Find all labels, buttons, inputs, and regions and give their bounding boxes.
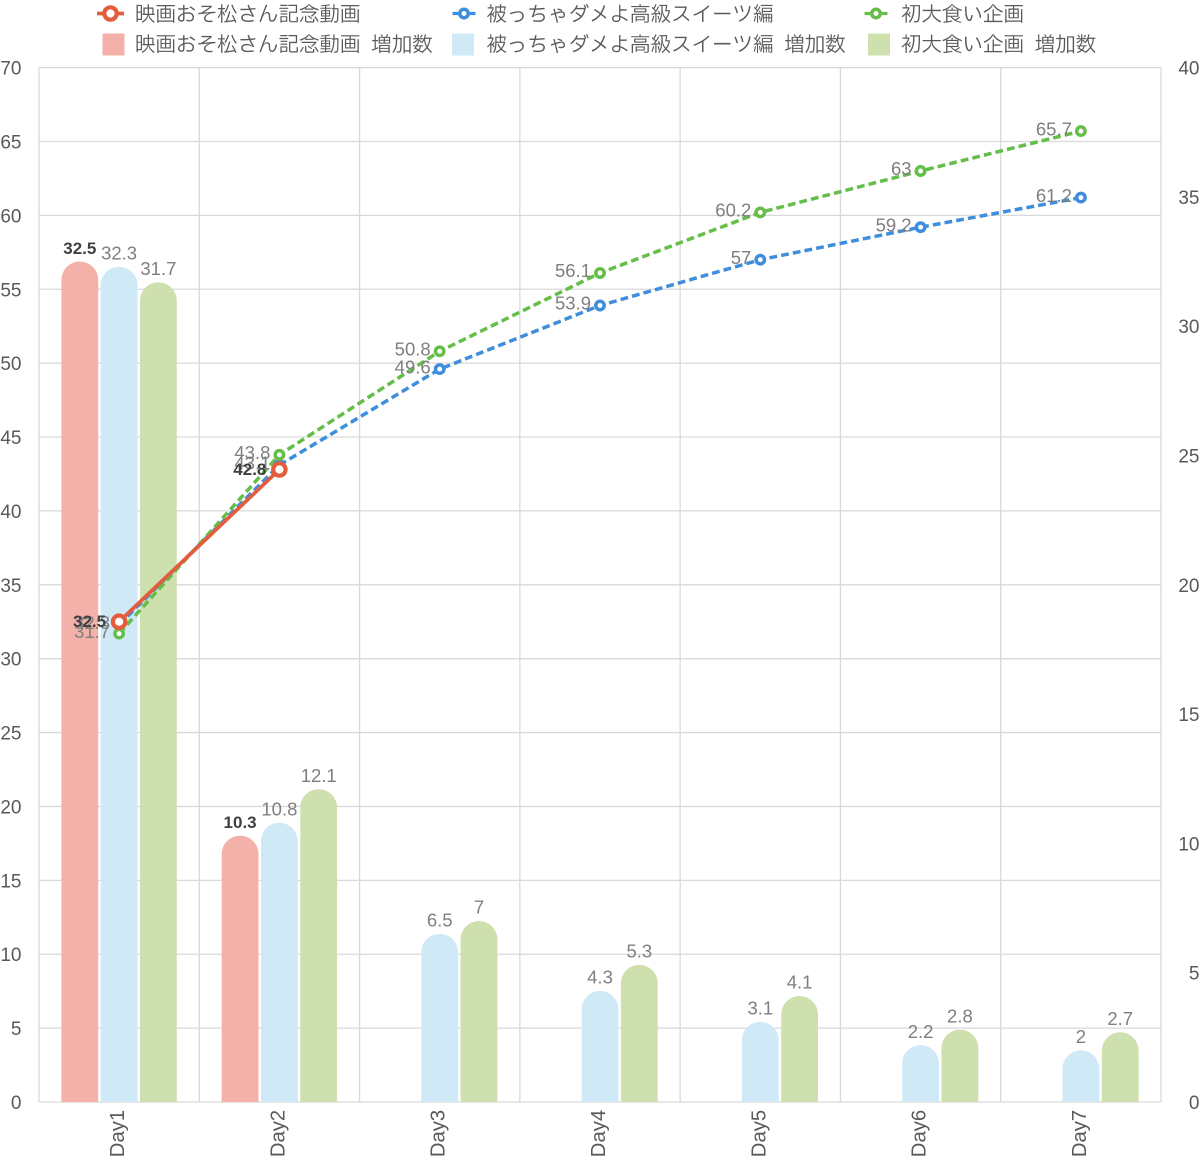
svg-text:2: 2: [1076, 1026, 1086, 1047]
svg-text:7: 7: [474, 897, 484, 918]
svg-text:4.1: 4.1: [787, 972, 813, 993]
svg-text:65.7: 65.7: [1036, 118, 1072, 139]
svg-text:70: 70: [0, 59, 21, 80]
svg-text:43.8: 43.8: [234, 442, 270, 463]
svg-text:40: 40: [1178, 59, 1199, 80]
svg-text:Day5: Day5: [748, 1110, 770, 1157]
svg-text:Day6: Day6: [909, 1110, 931, 1157]
svg-text:10.8: 10.8: [261, 798, 297, 819]
svg-text:55: 55: [0, 280, 21, 301]
svg-text:20: 20: [1178, 576, 1199, 597]
svg-text:32.3: 32.3: [101, 242, 137, 263]
svg-text:2.2: 2.2: [908, 1021, 934, 1042]
svg-text:30: 30: [1178, 317, 1199, 338]
svg-text:Day4: Day4: [588, 1110, 610, 1157]
svg-text:3.1: 3.1: [747, 998, 773, 1019]
svg-text:31.7: 31.7: [74, 621, 110, 642]
svg-text:6.5: 6.5: [427, 910, 453, 931]
svg-text:5: 5: [1189, 964, 1200, 985]
svg-text:32.5: 32.5: [73, 612, 106, 631]
svg-text:50.8: 50.8: [395, 339, 431, 360]
svg-text:20: 20: [0, 798, 21, 819]
svg-text:35: 35: [1178, 188, 1199, 209]
svg-text:35: 35: [0, 576, 21, 597]
svg-text:63: 63: [891, 158, 912, 179]
svg-text:43.1: 43.1: [234, 452, 270, 473]
svg-text:49.6: 49.6: [395, 356, 431, 377]
svg-text:Day3: Day3: [428, 1110, 450, 1157]
svg-text:60.2: 60.2: [715, 200, 751, 221]
svg-text:32.5: 32.5: [63, 239, 96, 258]
svg-text:4.3: 4.3: [587, 967, 613, 988]
svg-text:2.8: 2.8: [947, 1005, 973, 1026]
svg-text:Day2: Day2: [267, 1110, 289, 1157]
svg-text:Day7: Day7: [1069, 1110, 1091, 1157]
svg-text:50: 50: [0, 354, 21, 375]
svg-text:0: 0: [11, 1093, 22, 1114]
svg-text:0: 0: [1189, 1093, 1200, 1114]
svg-text:60: 60: [0, 206, 21, 227]
svg-text:59.2: 59.2: [876, 214, 912, 235]
svg-text:25: 25: [0, 724, 21, 745]
svg-text:5.3: 5.3: [626, 941, 652, 962]
svg-text:15: 15: [0, 871, 21, 892]
svg-text:25: 25: [1178, 447, 1199, 468]
svg-text:65: 65: [0, 133, 21, 154]
svg-text:32.3: 32.3: [74, 612, 110, 633]
svg-text:45: 45: [0, 428, 21, 449]
svg-text:53.9: 53.9: [555, 293, 591, 314]
svg-text:57: 57: [731, 247, 752, 268]
svg-text:10.3: 10.3: [224, 813, 257, 832]
svg-text:10: 10: [0, 945, 21, 966]
svg-text:40: 40: [0, 502, 21, 523]
svg-text:12.1: 12.1: [301, 765, 337, 786]
svg-text:61.2: 61.2: [1036, 185, 1072, 206]
svg-text:15: 15: [1178, 705, 1199, 726]
svg-text:42.8: 42.8: [233, 460, 266, 479]
svg-text:2.7: 2.7: [1107, 1008, 1133, 1029]
svg-text:30: 30: [0, 650, 21, 671]
svg-text:31.7: 31.7: [140, 258, 176, 279]
svg-text:56.1: 56.1: [555, 260, 591, 281]
svg-text:10: 10: [1178, 834, 1199, 855]
svg-text:5: 5: [11, 1019, 22, 1040]
svg-text:Day1: Day1: [107, 1110, 129, 1157]
